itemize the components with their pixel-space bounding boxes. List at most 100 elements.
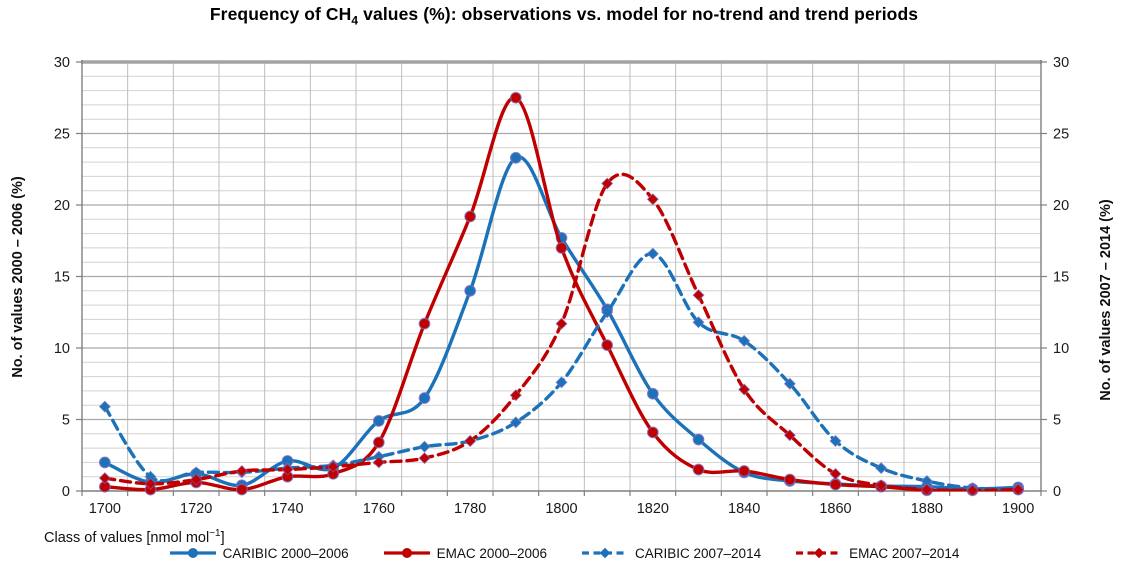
- series-marker-caribic-2007-2014: [601, 306, 614, 319]
- series-marker-emac-2000-2006: [372, 436, 385, 449]
- x-axis-title-superscript: −1: [209, 528, 221, 539]
- y-right-tick-label: 0: [1053, 484, 1061, 500]
- y-left-tick-label: 20: [54, 198, 70, 214]
- series-marker-emac-2007-2014: [418, 452, 431, 465]
- x-tick-label: 1720: [180, 501, 212, 517]
- series-marker-caribic-2007-2014: [783, 377, 796, 390]
- legend-item-caribic-2007-2014: CARIBIC 2007–2014: [581, 545, 761, 561]
- series-marker-emac-2007-2014: [190, 473, 203, 486]
- legend-sample-caribic-2007-2014: [582, 547, 628, 559]
- series-marker-emac-2000-2006: [555, 241, 568, 254]
- x-tick-label: 1880: [911, 501, 943, 517]
- series-marker-caribic-2000-2006: [418, 392, 431, 404]
- x-tick-label: 1780: [454, 501, 486, 517]
- series-marker-emac-2000-2006: [646, 426, 659, 439]
- series-marker-emac-2007-2014: [783, 429, 796, 442]
- x-tick-label: 1700: [89, 501, 121, 517]
- legend-item-emac-2000-2006: EMAC 2000–2006: [383, 545, 547, 561]
- series-marker-emac-2000-2006: [738, 465, 751, 477]
- legend-sample-emac-2000-2006: [383, 548, 430, 558]
- x-tick-label: 1860: [819, 501, 851, 517]
- x-axis-title: Class of values [nmol mol−1]: [44, 528, 225, 546]
- series-marker-emac-2007-2014: [509, 389, 522, 402]
- series-marker-caribic-2007-2014: [509, 416, 522, 429]
- series-marker-caribic-2007-2014: [646, 247, 659, 260]
- y-left-tick-label: 25: [54, 127, 70, 143]
- x-tick-label: 1900: [1002, 501, 1034, 517]
- series-marker-emac-2007-2014: [235, 464, 248, 478]
- series-marker-emac-2007-2014: [464, 434, 477, 448]
- page-title: Frequency of CH4 values (%): observation…: [209, 4, 919, 28]
- series-marker-caribic-2000-2006: [509, 151, 522, 164]
- y-left-tick-label: 0: [62, 484, 70, 500]
- series-marker-emac-2007-2014: [646, 193, 659, 206]
- series-line-emac-2007-2014: [103, 172, 1020, 492]
- y-right-tick-label: 5: [1053, 413, 1061, 429]
- series-marker-emac-2007-2014: [738, 383, 751, 396]
- series-marker-emac-2007-2014: [829, 467, 842, 480]
- series-line-emac-2000-2006: [103, 96, 1020, 492]
- y-left-tick-label: 10: [54, 341, 70, 357]
- legend-item-caribic-2000-2006: CARIBIC 2000–2006: [169, 545, 349, 561]
- legend-label: CARIBIC 2007–2014: [635, 545, 762, 561]
- series-line-caribic-2007-2014: [103, 251, 1020, 491]
- series-marker-emac-2007-2014: [692, 288, 705, 302]
- series-marker-emac-2000-2006: [418, 317, 431, 330]
- x-tick-label: 1740: [271, 501, 303, 517]
- x-tick-label: 1820: [637, 501, 669, 517]
- series-marker-emac-2007-2014: [144, 477, 157, 490]
- series-marker-caribic-2007-2014: [418, 440, 431, 453]
- series-marker-emac-2000-2006: [783, 473, 796, 486]
- legend-sample-emac-2007-2014: [796, 547, 843, 559]
- y-right-tick-label: 10: [1053, 341, 1069, 357]
- series-marker-emac-2007-2014: [966, 484, 979, 497]
- y-right-tick-label: 25: [1053, 127, 1069, 143]
- series-marker-caribic-2007-2014: [875, 462, 888, 475]
- series-marker-caribic-2000-2006: [372, 415, 385, 427]
- legend-item-emac-2007-2014: EMAC 2007–2014: [795, 545, 959, 561]
- series-marker-caribic-2000-2006: [646, 387, 659, 400]
- series-marker-emac-2007-2014: [327, 460, 340, 473]
- series-marker-caribic-2007-2014: [692, 316, 705, 329]
- series-marker-emac-2007-2014: [875, 479, 888, 492]
- legend-label: CARIBIC 2000–2006: [222, 545, 349, 561]
- y-left-tick-label: 5: [62, 413, 70, 429]
- chart-legend: CARIBIC 2000–2006 EMAC 2000–2006 CARIBIC 2…: [0, 545, 1128, 561]
- series-marker-emac-2007-2014: [601, 177, 614, 190]
- series-marker-emac-2007-2014: [281, 463, 294, 476]
- x-tick-label: 1760: [363, 501, 395, 517]
- series-marker-caribic-2000-2006: [464, 284, 477, 297]
- legend-marker-diamond-icon: [813, 547, 825, 559]
- series-marker-emac-2000-2006: [464, 210, 477, 223]
- legend-marker-circle-icon: [187, 548, 198, 558]
- title-subscript: 4: [351, 13, 359, 28]
- y-left-tick-label: 15: [54, 270, 70, 286]
- series-marker-caribic-2000-2006: [98, 456, 111, 469]
- legend-marker-circle-icon: [401, 548, 412, 558]
- series-marker-caribic-2007-2014: [738, 334, 751, 347]
- series-marker-emac-2000-2006: [601, 339, 614, 352]
- series-marker-emac-2007-2014: [555, 317, 568, 330]
- legend-label: EMAC 2007–2014: [849, 545, 960, 561]
- series-marker-caribic-2000-2006: [692, 433, 705, 446]
- series-marker-emac-2000-2006: [829, 478, 842, 491]
- series-marker-emac-2000-2006: [692, 463, 705, 476]
- series-marker-emac-2007-2014: [372, 456, 385, 469]
- series-marker-caribic-2007-2014: [829, 434, 842, 448]
- series-marker-emac-2007-2014: [1012, 483, 1025, 496]
- x-tick-label: 1800: [545, 501, 577, 517]
- y-right-tick-label: 20: [1053, 198, 1069, 214]
- y-right-tick-label: 30: [1053, 55, 1069, 71]
- series-marker-emac-2007-2014: [98, 472, 111, 485]
- x-tick-label: 1840: [728, 501, 760, 517]
- legend-marker-diamond-icon: [599, 547, 611, 559]
- series-marker-caribic-2007-2014: [98, 400, 111, 413]
- legend-sample-caribic-2000-2006: [169, 548, 216, 558]
- series-marker-emac-2007-2014: [920, 483, 933, 496]
- series-marker-emac-2000-2006: [235, 483, 248, 496]
- y-right-tick-label: 15: [1053, 270, 1069, 286]
- legend-label: EMAC 2000–2006: [436, 545, 547, 561]
- y-left-tick-label: 30: [54, 55, 70, 71]
- series-marker-caribic-2007-2014: [555, 376, 568, 389]
